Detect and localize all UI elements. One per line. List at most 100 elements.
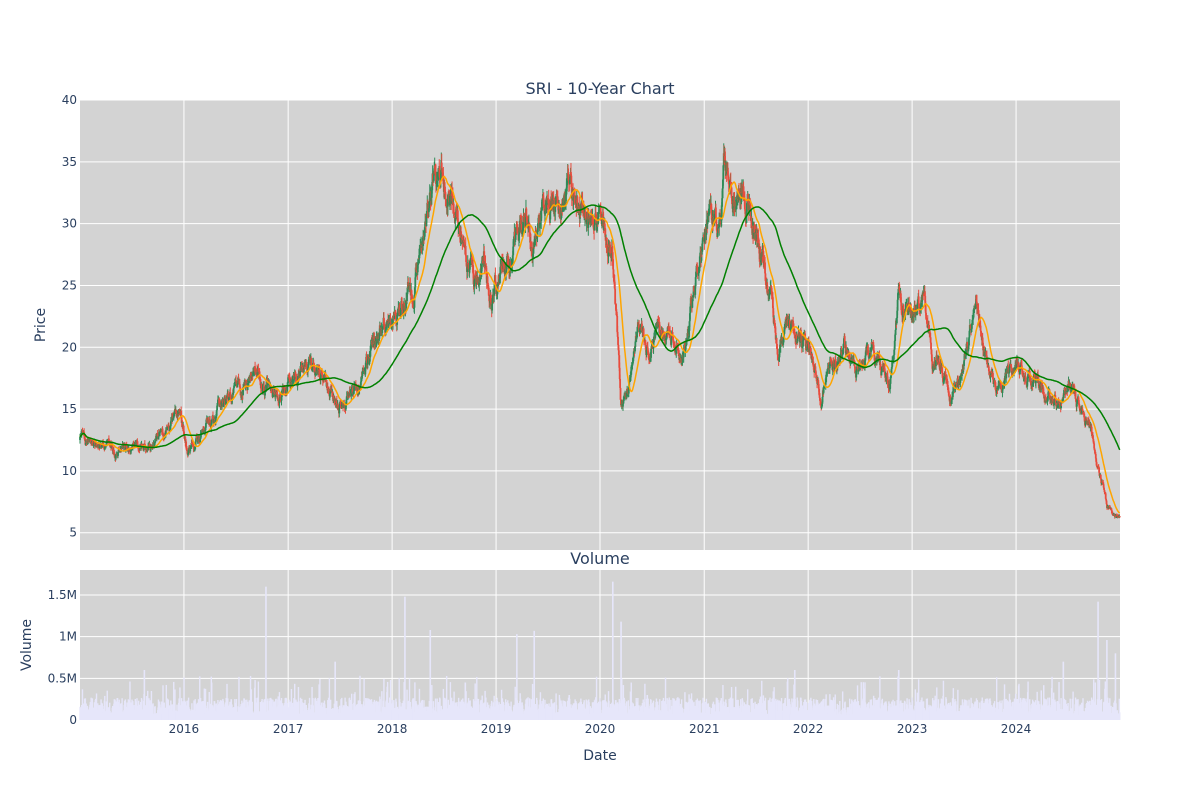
candle-body [326,386,329,389]
candle-body [619,378,622,388]
candle-body [617,336,619,345]
candle-body [368,356,371,364]
candle-body [323,375,326,380]
candle-body [410,290,413,298]
candle-body [425,211,428,216]
candle-body [364,369,367,375]
candle-body [156,433,159,437]
candle-body [670,338,673,345]
candle-body [154,438,157,442]
candle-body [135,442,138,446]
candle-body [232,388,235,394]
price-y-tick-label: 15 [62,402,77,416]
candle-body [406,294,408,301]
candle-body [194,441,197,446]
candle-body [199,439,202,443]
candle-body [418,248,421,259]
candle-body [193,446,196,451]
candle-body [232,393,235,395]
candle-body [338,402,341,408]
candle-body [205,423,207,428]
candle-body [91,440,94,443]
candle-body [186,448,188,452]
candle-body [111,446,114,451]
candle-body [204,430,207,432]
candle-body [399,307,402,316]
candle-body [171,416,174,421]
candle-body [294,372,297,378]
candle-body [335,400,338,405]
price-y-tick-label: 25 [62,278,77,292]
candle-body [172,414,175,419]
candle-body [350,391,353,396]
candle-body [361,371,364,376]
candle-body [307,367,309,373]
candle-body [180,410,183,417]
candle-body [716,233,719,237]
candle-body [214,416,217,423]
candle-body [143,446,145,451]
candle-body [190,443,193,447]
candle-body [115,454,117,459]
candle-body [277,397,280,401]
candle-body [432,174,435,181]
candle-body [328,389,330,395]
candle-body [381,329,384,334]
candle-body [259,376,261,382]
candle-body [242,383,245,389]
candle-body [185,441,188,448]
candle-body [263,386,266,392]
candle-body [386,321,389,327]
candle-body [158,432,161,436]
candle-body [612,259,614,270]
candle-body [96,443,98,446]
price-y-tick-label: 35 [62,155,77,169]
price-y-tick-label: 20 [62,340,77,354]
candle-body [414,267,417,278]
candle-body [329,391,332,394]
candle-body [207,418,210,423]
candle-body [100,443,102,447]
candle-body [187,450,190,453]
candle-body [148,443,151,448]
candle [263,381,266,392]
candle-body [209,419,211,423]
price-y-tick-label: 30 [62,217,77,231]
candle-body [343,403,346,406]
candle-body [612,269,615,275]
candle-body [183,431,185,435]
candle-body [187,452,190,455]
candle-body [287,377,290,383]
price-y-tick-label: 10 [62,464,77,478]
candle-body [375,337,378,346]
candle-body [334,400,337,402]
candle-body [288,378,291,383]
candle-body [352,387,354,392]
candle-body [181,420,184,426]
candle-body [227,393,230,400]
candle-body [593,225,596,231]
candle-body [619,387,622,400]
candle-body [345,396,348,400]
candle-body [305,362,308,368]
candle-body [409,283,412,293]
candle-body [202,427,205,430]
candle-body [173,412,176,415]
candle-body [199,433,202,440]
candle-body [407,282,410,287]
candle-body [215,410,218,416]
candle-body [164,430,167,436]
candle-body [405,299,408,309]
candle-body [217,399,219,404]
candle-body [229,392,232,398]
candle-body [310,358,313,366]
price-panel: 5 10 15 20 25 30 35 40 [62,93,1121,550]
candle [619,387,622,402]
candle-body [252,371,254,376]
candle-body [314,371,317,376]
candle-body [182,425,185,432]
candle-body [392,319,394,325]
candle-body [338,407,341,414]
candle-body [353,385,356,391]
